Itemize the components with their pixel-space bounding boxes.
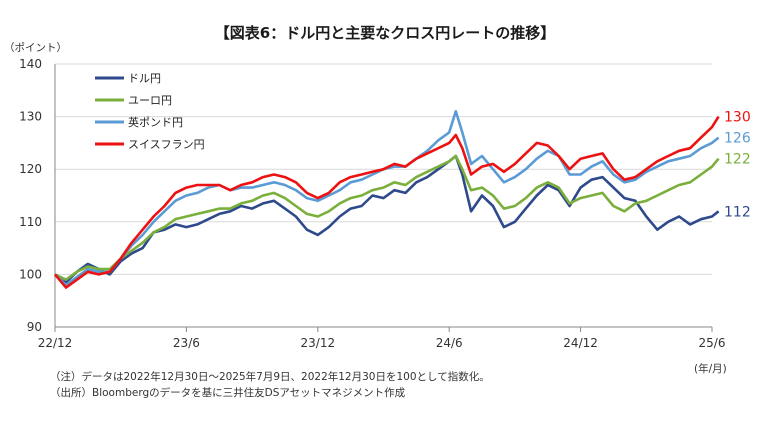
x-tick-label: 22/12 [38,336,73,350]
y-tick-label: 120 [19,162,42,176]
x-tick-label: 23/12 [301,336,336,350]
chart-title: 【図表6：ドル円と主要なクロス円レートの推移】 [214,24,556,42]
series-line-1 [54,154,720,281]
x-tick-label: 24/6 [436,336,463,350]
y-axis-unit-label: （ポイント） [4,42,67,54]
y-tick-label: 130 [19,110,42,124]
series-line-0 [54,154,720,284]
legend-label-3: スイスフラン円 [128,138,205,151]
legend-label-2: 英ポンド円 [128,115,183,129]
series-end-label-1: 122 [724,152,751,168]
y-tick-label: 90 [27,320,42,334]
series-end-label-2: 126 [724,131,751,147]
series-line-2 [54,110,720,287]
y-tick-label: 100 [19,267,42,281]
series-end-label-3: 130 [724,110,751,126]
x-tick-label: 25/6 [699,336,726,350]
y-tick-label: 140 [19,57,42,71]
legend-label-0: ドル円 [128,72,161,85]
footnote-note: （注）データは2022年12月30日～2025年7月9日、2022年12月30日… [50,371,490,383]
legend-label-1: ユーロ円 [128,94,172,107]
series-line-3 [54,115,720,289]
x-tick-label: 23/6 [173,336,200,350]
x-tick-label: 24/12 [563,336,598,350]
series-end-label-0: 112 [724,204,751,220]
y-tick-label: 110 [19,215,42,229]
footnote-source: （出所）Bloombergのデータを基に三井住友DSアセットマネジメント作成 [50,387,406,399]
x-axis-unit-label: (年/月) [694,363,727,375]
